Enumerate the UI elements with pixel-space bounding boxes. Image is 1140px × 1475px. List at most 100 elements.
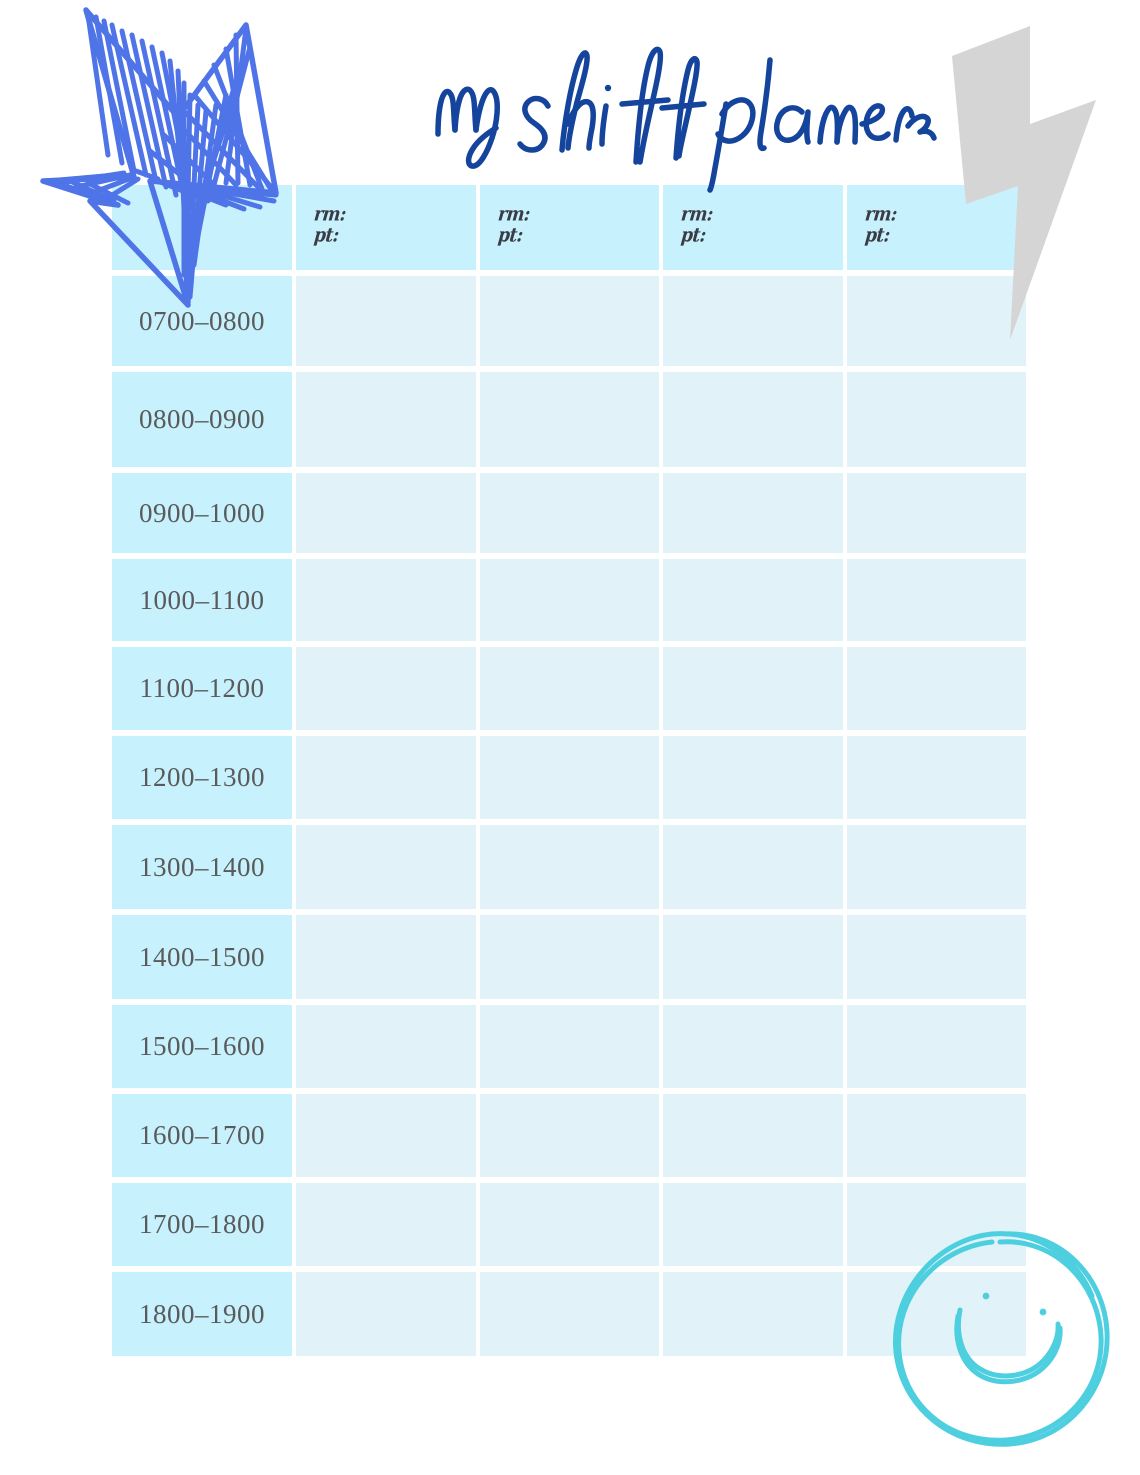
shift-slot[interactable]	[479, 559, 659, 641]
header-room-label: rm:	[312, 203, 348, 227]
header-column-1: rm: pt:	[296, 185, 476, 270]
time-label: 1400–1500	[139, 941, 265, 972]
shift-slot[interactable]	[846, 559, 1026, 641]
time-cell: 1200–1300	[112, 736, 292, 819]
shift-slot[interactable]	[479, 825, 659, 909]
time-label: 1700–1800	[139, 1209, 265, 1239]
shift-slot[interactable]	[296, 736, 476, 819]
time-label: 1600–1700	[139, 1120, 265, 1150]
header-patient-label: pt:	[312, 224, 340, 248]
time-cell: 1700–1800	[112, 1183, 292, 1266]
time-label: 1000–1100	[139, 584, 265, 615]
table-row: 1700–1800	[112, 1183, 1026, 1266]
time-label: 1800–1900	[139, 1298, 265, 1329]
header-room-label: rm:	[679, 203, 715, 227]
shift-slot[interactable]	[663, 1272, 843, 1356]
table-row: 1400–1500	[112, 915, 1026, 999]
time-label: 1300–1400	[139, 851, 265, 882]
shift-slot[interactable]	[846, 1183, 1026, 1266]
table-row: 0800–0900	[112, 372, 1026, 467]
header-room-label: rm:	[496, 203, 531, 227]
time-label: 0900–1000	[139, 497, 265, 528]
shift-slot[interactable]	[296, 825, 476, 909]
shift-slot[interactable]	[479, 736, 659, 819]
header-column-2: rm: pt:	[479, 185, 659, 270]
time-label: 1100–1200	[139, 673, 265, 703]
shift-slot[interactable]	[296, 647, 476, 730]
shift-slot[interactable]	[479, 915, 659, 999]
shift-slot[interactable]	[296, 372, 476, 467]
table-row: 1100–1200	[112, 647, 1026, 730]
shift-slot[interactable]	[296, 1094, 476, 1177]
shift-slot[interactable]	[846, 647, 1026, 730]
header-time-cell	[112, 185, 292, 270]
shift-slot[interactable]	[296, 276, 476, 366]
time-label: 0700–0800	[139, 305, 265, 336]
shift-slot[interactable]	[296, 1183, 476, 1266]
shift-slot[interactable]	[296, 559, 476, 641]
time-cell: 1500–1600	[112, 1005, 292, 1088]
table-row: 1500–1600	[112, 1005, 1026, 1088]
time-cell: 0900–1000	[112, 473, 292, 553]
shift-slot[interactable]	[479, 647, 659, 730]
shift-slot[interactable]	[846, 736, 1026, 819]
shift-slot[interactable]	[296, 1005, 476, 1088]
header-patient-label: pt:	[679, 224, 707, 248]
time-cell: 0700–0800	[112, 276, 292, 366]
header-column-4: rm: pt:	[846, 185, 1026, 270]
time-cell: 0800–0900	[112, 372, 292, 467]
shift-slot[interactable]	[663, 1183, 843, 1266]
table-row: 1800–1900	[112, 1272, 1026, 1356]
page-title	[430, 38, 937, 193]
shift-slot[interactable]	[663, 372, 843, 467]
shift-slot[interactable]	[479, 1183, 659, 1266]
shift-slot[interactable]	[479, 1005, 659, 1088]
shift-slot[interactable]	[296, 473, 476, 553]
shift-slot[interactable]	[663, 1005, 843, 1088]
table-header-row: rm: pt: rm: pt: rm: pt: rm: pt:	[112, 185, 1026, 270]
time-cell: 1300–1400	[112, 825, 292, 909]
shift-slot[interactable]	[846, 1005, 1026, 1088]
shift-slot[interactable]	[846, 1272, 1026, 1356]
time-label: 0800–0900	[139, 404, 265, 434]
header-patient-label: pt:	[496, 224, 524, 248]
header-column-3: rm: pt:	[663, 185, 843, 270]
shift-slot[interactable]	[663, 276, 843, 366]
shift-slot[interactable]	[479, 276, 659, 366]
shift-slot[interactable]	[846, 372, 1026, 467]
time-cell: 1400–1500	[112, 915, 292, 999]
shift-slot[interactable]	[846, 1094, 1026, 1177]
table-row: 0900–1000	[112, 473, 1026, 553]
shift-slot[interactable]	[663, 736, 843, 819]
header-room-label: rm:	[863, 203, 898, 227]
shift-planner-table: rm: pt: rm: pt: rm: pt: rm: pt:	[112, 185, 1026, 1356]
shift-slot[interactable]	[663, 473, 843, 553]
table-row: 1300–1400	[112, 825, 1026, 909]
time-label: 1500–1600	[139, 1031, 265, 1061]
time-cell: 1100–1200	[112, 647, 292, 730]
shift-slot[interactable]	[663, 825, 843, 909]
shift-slot[interactable]	[846, 473, 1026, 553]
table-row: 1600–1700	[112, 1094, 1026, 1177]
table-row: 1000–1100	[112, 559, 1026, 641]
shift-slot[interactable]	[479, 1272, 659, 1356]
shift-slot[interactable]	[479, 473, 659, 553]
time-label: 1200–1300	[139, 762, 265, 792]
table-row: 1200–1300	[112, 736, 1026, 819]
table-row: 0700–0800	[112, 276, 1026, 366]
shift-slot[interactable]	[846, 825, 1026, 909]
shift-slot[interactable]	[296, 1272, 476, 1356]
shift-slot[interactable]	[846, 276, 1026, 366]
shift-slot[interactable]	[479, 1094, 659, 1177]
shift-slot[interactable]	[479, 372, 659, 467]
time-cell: 1600–1700	[112, 1094, 292, 1177]
shift-slot[interactable]	[296, 915, 476, 999]
shift-slot[interactable]	[663, 1094, 843, 1177]
time-cell: 1000–1100	[112, 559, 292, 641]
shift-slot[interactable]	[663, 915, 843, 999]
shift-slot[interactable]	[663, 559, 843, 641]
shift-slot[interactable]	[663, 647, 843, 730]
header-patient-label: pt:	[863, 224, 891, 248]
shift-slot[interactable]	[846, 915, 1026, 999]
